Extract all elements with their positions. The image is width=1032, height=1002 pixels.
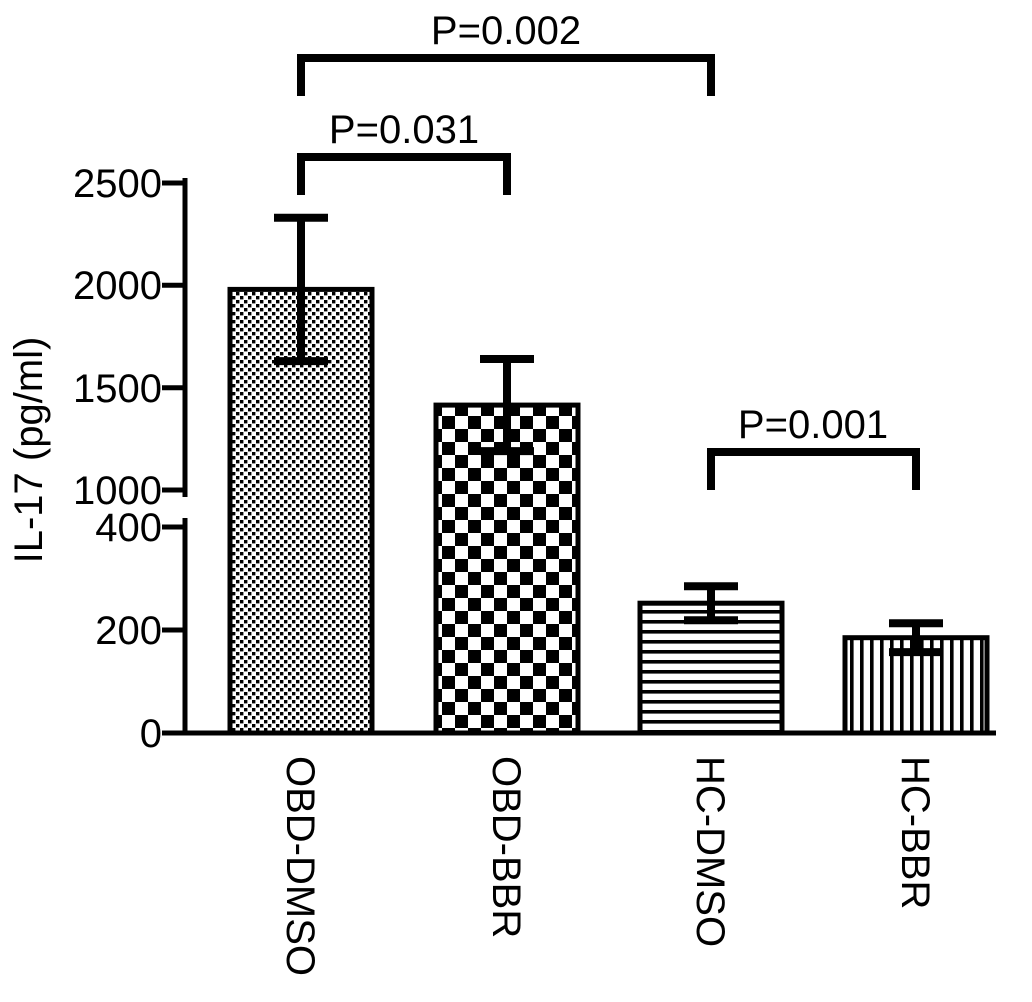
y-tick-label-400: 400	[95, 506, 162, 550]
bar-hc-dmso	[637, 600, 785, 736]
y-tick-label-1500: 1500	[73, 367, 162, 411]
significance-labels: P=0.002 P=0.031 P=0.001	[329, 9, 888, 447]
x-label-obd-dmso: OBD-DMSO	[278, 756, 322, 976]
y-axis-title: IL-17 (pg/ml)	[7, 337, 51, 564]
p-value-label-mid: P=0.031	[329, 108, 479, 152]
chart-drawing-layer	[162, 54, 996, 736]
x-label-obd-bbr: OBD-BBR	[484, 756, 528, 938]
p-value-label-low: P=0.001	[738, 403, 888, 447]
p-value-label-top: P=0.002	[431, 9, 581, 53]
y-tick-label-200: 200	[95, 609, 162, 653]
y-tick-label-0: 0	[140, 712, 162, 756]
y-tick-label-2500: 2500	[73, 162, 162, 206]
y-tick-label-2000: 2000	[73, 264, 162, 308]
x-label-hc-bbr: HC-BBR	[893, 756, 937, 909]
y-axis-tick-labels: 2500 2000 1500 1000 400 200 0	[73, 162, 162, 756]
x-axis-category-labels: OBD-DMSO OBD-BBR HC-DMSO HC-BBR	[278, 756, 937, 976]
y-tick-label-1000: 1000	[73, 469, 162, 513]
x-label-hc-dmso: HC-DMSO	[688, 756, 732, 947]
